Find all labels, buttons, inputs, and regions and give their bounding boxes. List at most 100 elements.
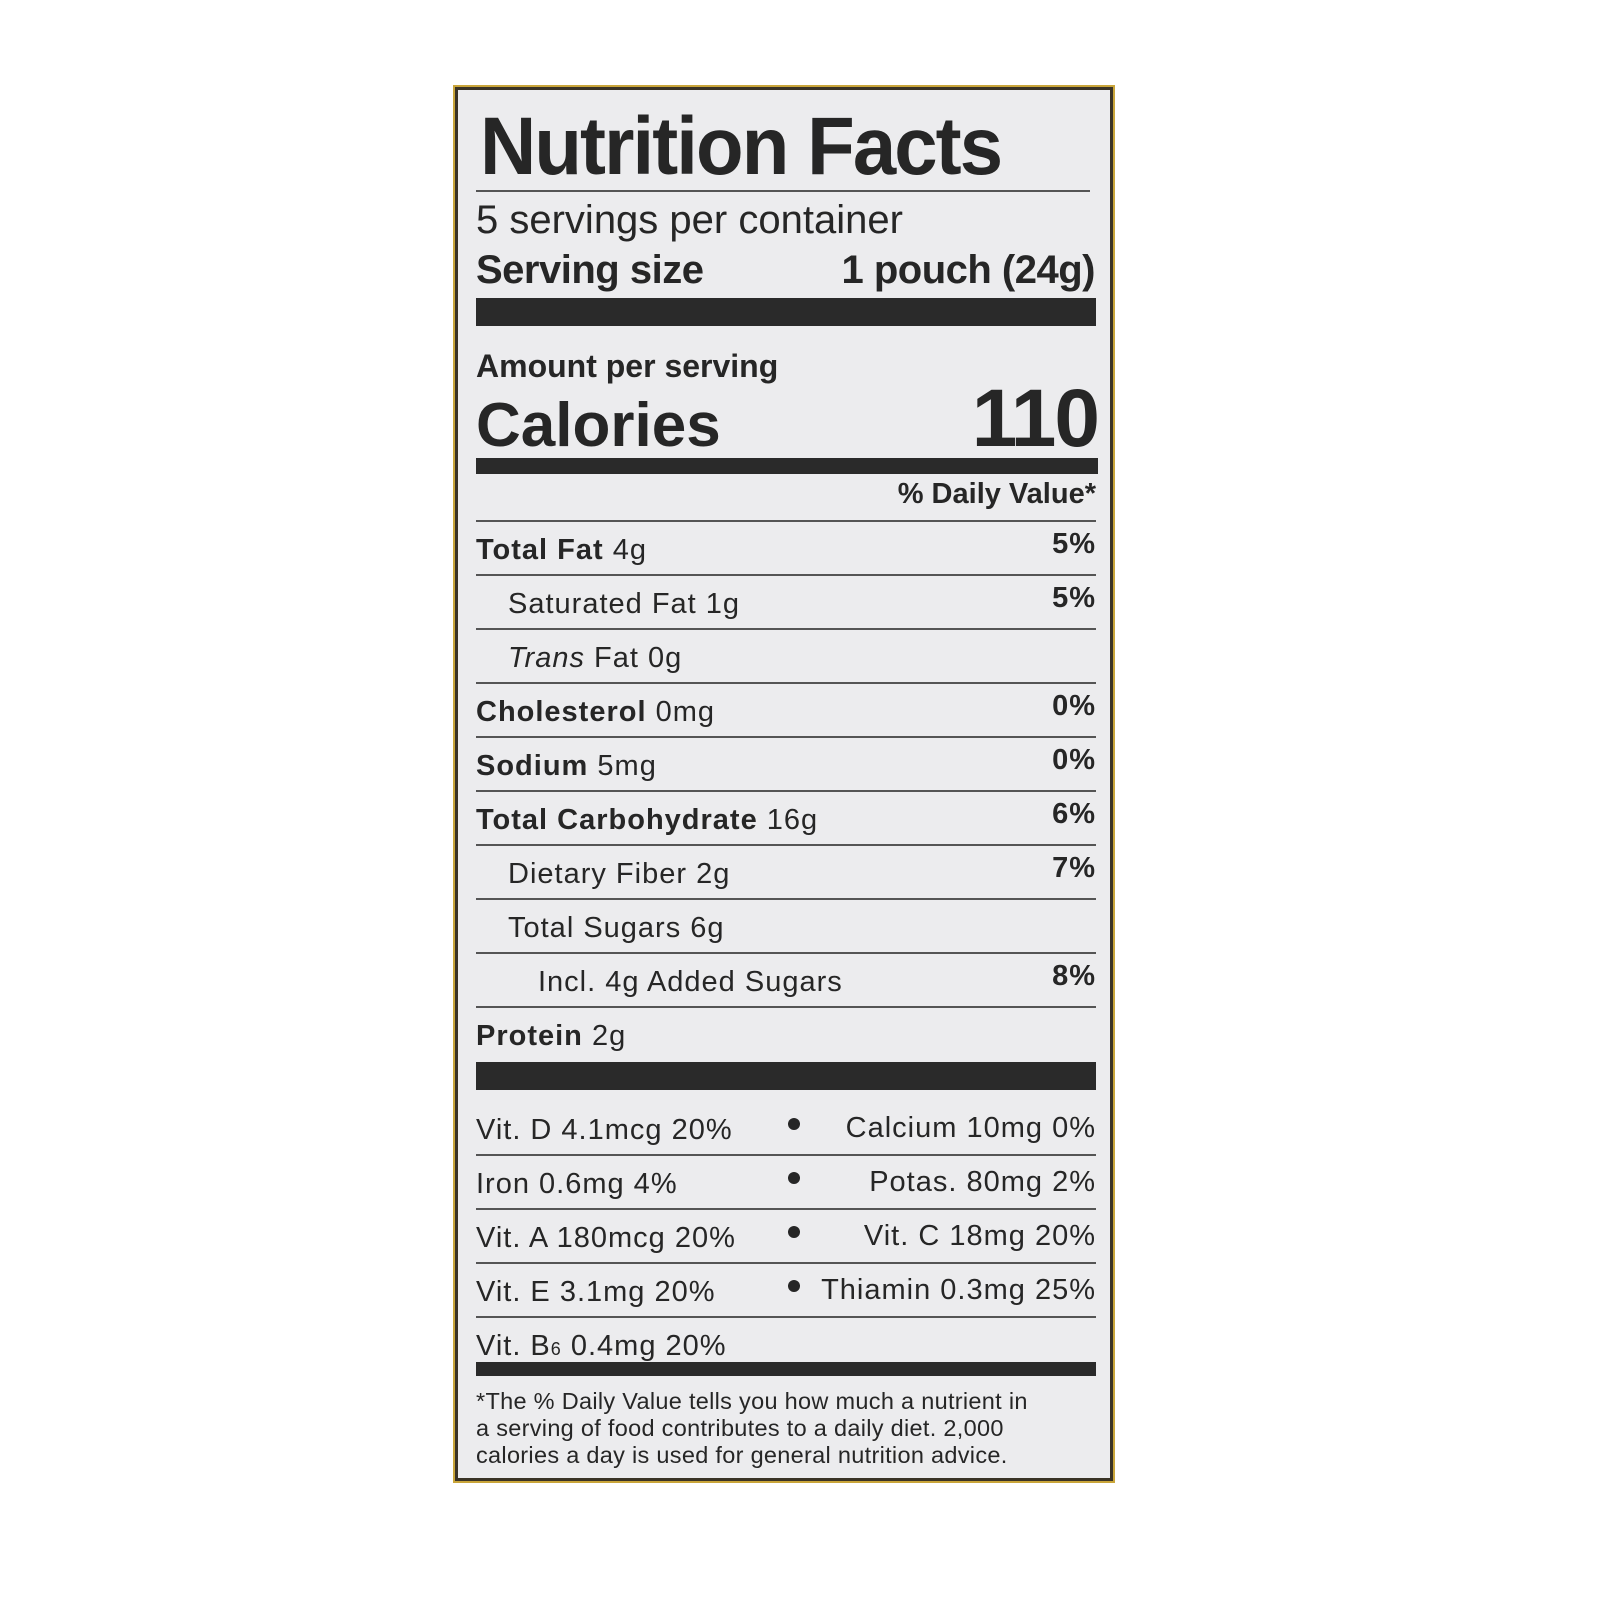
vitamin-left: Vit. E 3.1mg 20%: [476, 1276, 716, 1308]
nutrient-row: Saturated Fat 1g 5%: [476, 574, 1096, 628]
footnote-line: calories a day is used for general nutri…: [476, 1442, 1008, 1468]
nutrient-label: Dietary Fiber: [508, 858, 687, 890]
vit-b6-subscript: 6: [550, 1339, 562, 1359]
vitamin-left: Vit. A 180mcg 20%: [476, 1222, 736, 1254]
nutrient-amount: 16g: [766, 804, 819, 836]
vitamin-row-b6: Vit. B6 0.4mg 20%: [476, 1318, 1096, 1372]
vitamin-left: Vit. D 4.1mcg 20%: [476, 1114, 733, 1146]
servings-per-container: 5 servings per container: [476, 198, 903, 242]
serving-size-value: 1 pouch (24g): [841, 248, 1095, 292]
nutrient-label: Protein: [476, 1020, 583, 1052]
row-divider: [476, 1262, 1096, 1264]
nutrient-amount: 2g: [591, 1020, 627, 1052]
nutrient-row: Protein 2g: [476, 1006, 1096, 1060]
nutrient-amount: 4g: [612, 534, 648, 566]
nutrient-daily-value: 0%: [1052, 690, 1096, 722]
nutrient-row: Trans Fat 0g: [476, 628, 1096, 682]
nutrient-name: Saturated Fat 1g: [508, 588, 740, 621]
medium-divider: [476, 1362, 1096, 1376]
vitamin-row: Vit. D 4.1mcg 20% Calcium 10mg 0%: [476, 1102, 1096, 1156]
medium-divider: [476, 458, 1098, 474]
nutrient-name: Sodium 5mg: [476, 750, 657, 783]
nutrient-daily-value: 5%: [1052, 582, 1096, 614]
thick-divider: [476, 1062, 1096, 1090]
vitamin-row: Vit. E 3.1mg 20% Thiamin 0.3mg 25%: [476, 1264, 1096, 1318]
row-divider: [476, 1154, 1096, 1156]
bullet-icon: [788, 1172, 800, 1184]
nutrient-amount: 6g: [690, 912, 725, 944]
nutrient-row: Total Carbohydrate 16g 6%: [476, 790, 1096, 844]
row-divider: [476, 790, 1096, 792]
vitamin-right: Thiamin 0.3mg 25%: [821, 1274, 1096, 1306]
footnote-line: *The % Daily Value tells you how much a …: [476, 1388, 1028, 1414]
nutrient-row: Dietary Fiber 2g 7%: [476, 844, 1096, 898]
row-divider: [476, 844, 1096, 846]
nutrient-label: Incl. 4g Added Sugars: [538, 966, 843, 998]
divider: [476, 190, 1090, 192]
nutrient-amount: 2g: [696, 858, 731, 890]
nutrient-name: Total Fat 4g: [476, 534, 647, 567]
nutrient-name: Incl. 4g Added Sugars: [538, 966, 843, 999]
nutrient-daily-value: 0%: [1052, 744, 1096, 776]
nutrient-amount: 0g: [648, 642, 683, 674]
nutrient-row: Sodium 5mg 0%: [476, 736, 1096, 790]
nutrient-label: Cholesterol: [476, 696, 647, 728]
vit-b6-value: 0.4mg 20%: [570, 1330, 727, 1362]
nutrient-amount: 1g: [705, 588, 741, 620]
nutrient-name: Total Sugars 6g: [508, 912, 725, 945]
nutrient-label: Sodium: [476, 750, 589, 782]
vitamin-row: Vit. A 180mcg 20% Vit. C 18mg 20%: [476, 1210, 1096, 1264]
nutrient-name: Dietary Fiber 2g: [508, 858, 730, 891]
nutrient-row: Cholesterol 0mg 0%: [476, 682, 1096, 736]
nutrient-daily-value: 7%: [1052, 852, 1096, 884]
thick-divider: [476, 298, 1096, 326]
nutrient-row: Incl. 4g Added Sugars 8%: [476, 952, 1096, 1006]
vitamin-row: Iron 0.6mg 4% Potas. 80mg 2%: [476, 1156, 1096, 1210]
nutrient-label-suffix: Fat: [594, 642, 639, 674]
nutrient-label: Total Sugars: [508, 912, 682, 944]
vitamin-right: Vit. C 18mg 20%: [863, 1220, 1096, 1252]
nutrient-label: Trans: [508, 642, 585, 674]
row-divider: [476, 736, 1096, 738]
nutrient-row: Total Sugars 6g: [476, 898, 1096, 952]
row-divider: [476, 682, 1096, 684]
nutrient-daily-value: 8%: [1052, 960, 1096, 992]
nutrient-name: Cholesterol 0mg: [476, 696, 715, 729]
row-divider: [476, 628, 1096, 630]
nutrient-row: Total Fat 4g 5%: [476, 520, 1096, 574]
nutrition-facts-label: Nutrition Facts 5 servings per container…: [455, 87, 1113, 1481]
vit-b6: Vit. B6 0.4mg 20%: [476, 1330, 727, 1363]
nutrient-name: Total Carbohydrate 16g: [476, 804, 818, 837]
calories-label: Calories: [476, 391, 721, 460]
row-divider: [476, 1316, 1096, 1318]
nutrient-name: Trans Fat 0g: [508, 642, 682, 675]
vit-b6-prefix: Vit. B: [476, 1330, 551, 1362]
nutrient-label: Total Carbohydrate: [476, 804, 758, 836]
row-divider: [476, 1208, 1096, 1210]
serving-size-label: Serving size: [476, 248, 704, 292]
row-divider: [476, 898, 1096, 900]
footnote: *The % Daily Value tells you how much a …: [476, 1388, 1028, 1469]
row-divider: [476, 952, 1096, 954]
calories-value: 110: [971, 373, 1100, 464]
nutrient-daily-value: 6%: [1052, 798, 1096, 830]
label-title: Nutrition Facts: [480, 101, 1003, 192]
vitamin-right: Calcium 10mg 0%: [845, 1112, 1096, 1144]
bullet-icon: [788, 1226, 800, 1238]
vitamin-right: Potas. 80mg 2%: [869, 1166, 1096, 1198]
nutrient-label: Total Fat: [476, 534, 604, 566]
row-divider: [476, 1006, 1096, 1008]
row-divider: [476, 520, 1096, 522]
nutrient-amount: 5mg: [597, 750, 657, 782]
bullet-icon: [788, 1280, 800, 1292]
row-divider: [476, 574, 1096, 576]
nutrient-daily-value: 5%: [1052, 528, 1096, 560]
vitamin-left: Iron 0.6mg 4%: [476, 1168, 678, 1200]
nutrient-name: Protein 2g: [476, 1020, 626, 1053]
nutrient-amount: 0mg: [655, 696, 716, 728]
daily-value-header: % Daily Value*: [897, 478, 1096, 510]
footnote-line: a serving of food contributes to a daily…: [476, 1415, 1004, 1441]
nutrient-label: Saturated Fat: [508, 588, 697, 620]
amount-per-serving: Amount per serving: [476, 348, 779, 384]
bullet-icon: [788, 1118, 800, 1130]
